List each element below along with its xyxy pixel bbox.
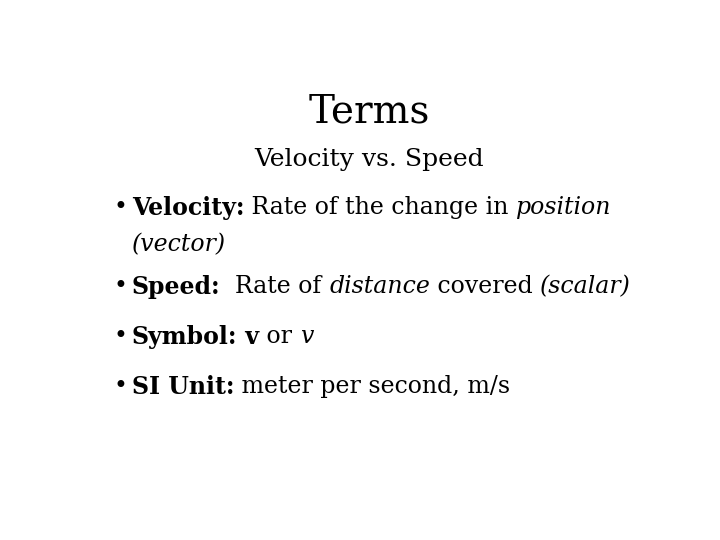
Text: covered: covered bbox=[430, 275, 540, 298]
Text: position: position bbox=[516, 196, 612, 219]
Text: •: • bbox=[114, 275, 127, 298]
Text: distance: distance bbox=[329, 275, 430, 298]
Text: Rate of: Rate of bbox=[220, 275, 329, 298]
Text: (scalar): (scalar) bbox=[540, 275, 631, 298]
Text: Terms: Terms bbox=[308, 94, 430, 131]
Text: Velocity:: Velocity: bbox=[132, 196, 244, 220]
Text: Speed:: Speed: bbox=[132, 275, 220, 299]
Text: •: • bbox=[114, 375, 127, 397]
Text: meter per second, m/s: meter per second, m/s bbox=[234, 375, 510, 397]
Text: v: v bbox=[238, 325, 259, 349]
Text: Rate of the change in: Rate of the change in bbox=[244, 196, 516, 219]
Text: •: • bbox=[114, 325, 127, 348]
Text: Symbol:: Symbol: bbox=[132, 325, 238, 349]
Text: v: v bbox=[300, 325, 313, 348]
Text: SI Unit:: SI Unit: bbox=[132, 375, 234, 399]
Text: •: • bbox=[114, 196, 127, 219]
Text: Velocity vs. Speed: Velocity vs. Speed bbox=[254, 148, 484, 171]
Text: (vector): (vector) bbox=[132, 233, 226, 256]
Text: or: or bbox=[259, 325, 300, 348]
